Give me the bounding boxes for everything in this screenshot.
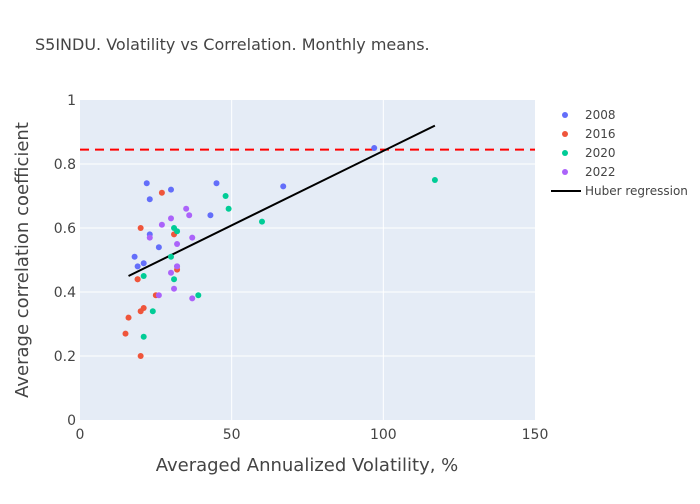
x-tick-label: 0 <box>76 427 85 443</box>
data-point-2016 <box>140 305 147 311</box>
data-point-2016 <box>137 353 144 359</box>
y-tick-label: 0.2 <box>54 349 76 365</box>
gridlines <box>80 100 535 420</box>
data-point-2016 <box>125 314 132 321</box>
data-point-2022 <box>186 212 193 219</box>
data-point-2022 <box>146 234 153 241</box>
legend-item-2022[interactable]: 2022 <box>562 165 616 179</box>
chart-title: S5INDU. Volatility vs Correlation. Month… <box>35 35 430 54</box>
data-point-2008 <box>371 145 378 151</box>
data-point-2022 <box>168 215 174 222</box>
y-tick-label: 0 <box>67 413 76 429</box>
data-point-2020 <box>168 253 174 260</box>
data-point-2020 <box>259 218 265 225</box>
data-point-2008 <box>134 263 141 270</box>
data-point-2016 <box>158 189 165 196</box>
y-tick-label: 0.8 <box>54 157 76 173</box>
data-point-2022 <box>171 285 178 292</box>
data-point-2022 <box>183 205 190 212</box>
data-point-2020 <box>140 333 147 340</box>
legend-label: 2020 <box>585 146 616 160</box>
x-tick-label: 50 <box>223 427 241 443</box>
legend-label: 2016 <box>585 127 616 141</box>
data-point-2022 <box>174 263 181 270</box>
y-tick-label: 0.6 <box>54 221 76 237</box>
legend-label: 2008 <box>585 108 616 122</box>
data-point-2016 <box>134 276 141 283</box>
legend-marker <box>562 131 568 137</box>
x-tick-label: 100 <box>370 427 397 443</box>
legend-item-2016[interactable]: 2016 <box>562 127 616 141</box>
data-point-2008 <box>140 260 147 267</box>
legend-marker <box>562 112 568 118</box>
data-point-2008 <box>155 244 162 251</box>
scatter-points <box>122 145 438 359</box>
data-point-2020 <box>174 228 181 235</box>
data-point-2016 <box>122 330 129 337</box>
data-point-2022 <box>189 295 196 302</box>
data-point-2008 <box>280 183 287 190</box>
plot-area <box>80 100 535 420</box>
data-point-2020 <box>195 292 202 299</box>
data-point-2008 <box>131 253 138 260</box>
data-point-2020 <box>149 308 156 315</box>
huber-regression-line <box>128 124 436 277</box>
legend-label: 2022 <box>585 165 616 179</box>
legend[interactable]: 2008 2016 2020 2022 Huber regression <box>551 108 688 198</box>
legend-marker <box>562 150 568 156</box>
data-point-2008 <box>143 180 150 187</box>
data-point-2020 <box>140 273 147 279</box>
data-point-2022 <box>155 292 162 299</box>
data-point-2008 <box>168 186 174 193</box>
x-tick-label: 150 <box>522 427 549 443</box>
data-point-2022 <box>189 234 196 241</box>
data-point-2020 <box>222 193 229 199</box>
y-tick-label: 1 <box>67 93 76 109</box>
data-point-2008 <box>213 180 220 187</box>
legend-item-regression[interactable]: Huber regression <box>551 184 688 198</box>
data-point-2008 <box>207 212 214 219</box>
data-point-2022 <box>158 221 165 228</box>
y-tick-labels: 0 0.2 0.4 0.6 0.8 1 <box>54 93 76 429</box>
legend-label: Huber regression <box>585 184 688 198</box>
data-point-2022 <box>174 241 181 247</box>
data-point-2022 <box>168 269 174 276</box>
legend-item-2020[interactable]: 2020 <box>562 146 616 160</box>
data-point-2020 <box>225 205 232 212</box>
y-tick-label: 0.4 <box>54 285 76 301</box>
data-point-2008 <box>146 196 153 203</box>
y-axis-label: Average correlation coefficient <box>12 122 33 398</box>
x-axis-label: Averaged Annualized Volatility, % <box>156 455 459 476</box>
x-tick-labels: 0 50 100 150 <box>76 427 549 443</box>
data-point-2016 <box>137 225 144 231</box>
data-point-2020 <box>431 177 438 183</box>
data-point-2020 <box>171 276 178 283</box>
legend-item-2008[interactable]: 2008 <box>562 108 616 122</box>
legend-marker <box>562 169 568 175</box>
